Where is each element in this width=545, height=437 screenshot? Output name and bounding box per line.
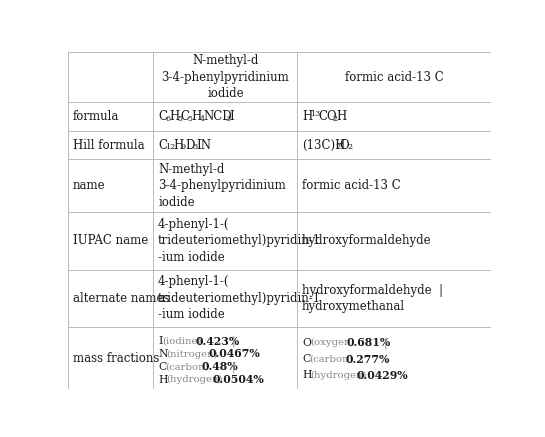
- Text: 5: 5: [177, 115, 182, 123]
- Text: Hill formula: Hill formula: [73, 139, 144, 152]
- Text: (nitrogen): (nitrogen): [167, 350, 218, 358]
- Text: formic acid-13 C: formic acid-13 C: [344, 71, 444, 84]
- Text: 4-phenyl-1-(
trideuteriomethyl)pyridin-1
-ium iodide: 4-phenyl-1-( trideuteriomethyl)pyridin-1…: [158, 275, 321, 322]
- Text: H: H: [173, 139, 183, 152]
- Text: 0.0429%: 0.0429%: [356, 370, 408, 381]
- Text: |: |: [232, 361, 236, 373]
- Text: H: H: [302, 370, 312, 380]
- Text: 5: 5: [188, 115, 193, 123]
- Text: hydroxyformaldehyde  |
hydroxymethanal: hydroxyformaldehyde | hydroxymethanal: [302, 284, 443, 313]
- Text: 0.277%: 0.277%: [346, 354, 390, 364]
- Text: H: H: [336, 110, 347, 123]
- Text: |: |: [232, 335, 235, 347]
- Text: 0.681%: 0.681%: [347, 337, 391, 348]
- Text: (hydrogen): (hydrogen): [167, 375, 223, 384]
- Text: 3: 3: [226, 115, 231, 123]
- Text: formula: formula: [73, 110, 119, 123]
- Text: C: C: [302, 354, 310, 364]
- Text: H: H: [158, 375, 168, 385]
- Text: name: name: [73, 179, 105, 192]
- Text: D: D: [185, 139, 195, 152]
- Text: IN: IN: [196, 139, 211, 152]
- Text: mass fractions: mass fractions: [73, 352, 159, 364]
- Text: 4: 4: [199, 115, 205, 123]
- Text: N: N: [158, 349, 168, 359]
- Text: (hydrogen): (hydrogen): [311, 371, 367, 380]
- Text: (oxygen): (oxygen): [310, 338, 355, 347]
- Text: 12: 12: [165, 143, 175, 151]
- Text: H: H: [302, 110, 312, 123]
- Text: 6: 6: [165, 115, 170, 123]
- Text: C: C: [181, 110, 190, 123]
- Text: C: C: [158, 139, 167, 152]
- Text: 0.0504%: 0.0504%: [213, 374, 264, 385]
- Text: CO: CO: [318, 110, 337, 123]
- Text: (13C)H: (13C)H: [302, 139, 346, 152]
- Text: C: C: [158, 110, 167, 123]
- Text: (iodine): (iodine): [162, 336, 202, 346]
- Text: 0.48%: 0.48%: [202, 361, 238, 372]
- Text: hydroxyformaldehyde: hydroxyformaldehyde: [302, 234, 432, 247]
- Text: 0.423%: 0.423%: [195, 336, 239, 347]
- Text: 3: 3: [192, 143, 197, 151]
- Text: O: O: [340, 139, 349, 152]
- Text: 4-phenyl-1-(
trideuteriomethyl)pyridin-1
-ium iodide: 4-phenyl-1-( trideuteriomethyl)pyridin-1…: [158, 218, 321, 264]
- Text: N-methyl-d
3-4-phenylpyridinium
iodide: N-methyl-d 3-4-phenylpyridinium iodide: [158, 163, 286, 208]
- Text: NCD: NCD: [204, 110, 232, 123]
- Text: C: C: [158, 362, 166, 372]
- Text: H: H: [192, 110, 202, 123]
- Text: I: I: [158, 336, 162, 346]
- Text: |: |: [383, 337, 387, 349]
- Text: (carbon): (carbon): [166, 362, 209, 371]
- Text: 9: 9: [181, 143, 186, 151]
- Text: 13: 13: [310, 110, 320, 118]
- Text: 2: 2: [336, 143, 341, 151]
- Text: alternate names: alternate names: [73, 292, 169, 305]
- Text: N-methyl-d
3-4-phenylpyridinium
iodide: N-methyl-d 3-4-phenylpyridinium iodide: [161, 55, 289, 101]
- Text: 2: 2: [347, 143, 352, 151]
- Text: formic acid-13 C: formic acid-13 C: [302, 179, 401, 192]
- Text: (carbon): (carbon): [310, 354, 353, 364]
- Text: 2: 2: [332, 115, 337, 123]
- Text: 0.0467%: 0.0467%: [209, 348, 261, 360]
- Text: IUPAC name: IUPAC name: [73, 234, 148, 247]
- Text: I: I: [230, 110, 234, 123]
- Text: O: O: [302, 338, 311, 348]
- Text: H: H: [169, 110, 179, 123]
